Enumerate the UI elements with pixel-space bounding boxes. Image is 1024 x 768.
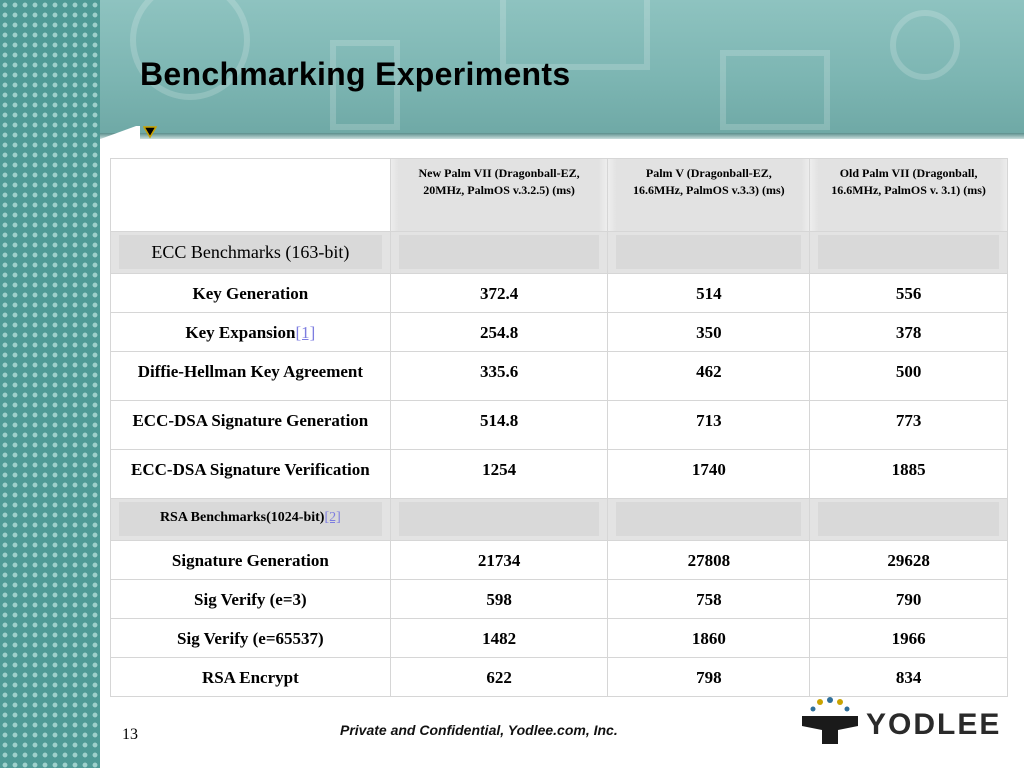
value-cell: 335.6 bbox=[389, 351, 609, 401]
header-label: Palm V (Dragonball-EZ, 16.6MHz, PalmOS v… bbox=[633, 166, 785, 197]
table-row: ECC-DSA Signature Verification 1254 1740… bbox=[110, 449, 1008, 499]
benchmark-table: New Palm VII (Dragonball-EZ, 20MHz, Palm… bbox=[110, 158, 1008, 697]
table-row: Signature Generation 21734 27808 29628 bbox=[110, 540, 1008, 580]
value-cell: 372.4 bbox=[389, 273, 609, 313]
slide-title: Benchmarking Experiments bbox=[140, 56, 571, 92]
row-label-cell: Key Expansion[1] bbox=[110, 312, 391, 352]
section-label-cell: RSA Benchmarks(1024-bit) [2] bbox=[110, 498, 391, 541]
value-cell: 556 bbox=[809, 273, 1008, 313]
ghost-globe-shape bbox=[130, 0, 250, 100]
row-label: RSA Encrypt bbox=[110, 657, 391, 697]
table-row: Sig Verify (e=65537) 1482 1860 1966 bbox=[110, 618, 1008, 658]
header-cell-old-palm-vii: Old Palm VII (Dragonball, 16.6MHz, PalmO… bbox=[809, 158, 1008, 232]
header-divider bbox=[100, 133, 1024, 139]
page-number: 13 bbox=[122, 726, 138, 743]
value-cell: 622 bbox=[389, 657, 609, 697]
value-cell: 773 bbox=[809, 400, 1008, 450]
value-cell: 834 bbox=[809, 657, 1008, 697]
value-cell: 254.8 bbox=[389, 312, 609, 352]
value-cell: 598 bbox=[389, 579, 609, 619]
section-empty-cell bbox=[389, 231, 609, 274]
section-row-ecc: ECC Benchmarks (163-bit) bbox=[110, 231, 1008, 274]
table-row: Sig Verify (e=3) 598 758 790 bbox=[110, 579, 1008, 619]
value-cell: 1740 bbox=[607, 449, 811, 499]
header-corner bbox=[100, 126, 140, 140]
section-empty-cell bbox=[607, 498, 811, 541]
table-header-row: New Palm VII (Dragonball-EZ, 20MHz, Palm… bbox=[110, 158, 1008, 232]
row-label: Key Generation bbox=[110, 273, 391, 313]
section-empty-cell bbox=[809, 231, 1008, 274]
section-empty-cell bbox=[389, 498, 609, 541]
footnote-link[interactable]: [1] bbox=[295, 323, 316, 342]
table-row: RSA Encrypt 622 798 834 bbox=[110, 657, 1008, 697]
row-label-cell: ECC-DSA Signature Generation bbox=[110, 400, 391, 450]
header-band bbox=[100, 0, 1024, 133]
row-label: Key Expansion bbox=[185, 323, 296, 342]
header-label: Old Palm VII (Dragonball, 16.6MHz, PalmO… bbox=[831, 166, 986, 197]
section-row-rsa: RSA Benchmarks(1024-bit) [2] bbox=[110, 498, 1008, 541]
table-row: Key Generation 372.4 514 556 bbox=[110, 273, 1008, 313]
section-empty-cell bbox=[809, 498, 1008, 541]
header-label: New Palm VII (Dragonball-EZ, 20MHz, Palm… bbox=[418, 166, 580, 197]
value-cell: 29628 bbox=[809, 540, 1008, 580]
row-label-cell: Diffie-Hellman Key Agreement bbox=[110, 351, 391, 401]
header-cell-new-palm-vii: New Palm VII (Dragonball-EZ, 20MHz, Palm… bbox=[389, 158, 609, 232]
value-cell: 798 bbox=[607, 657, 811, 697]
logo-wordmark: YODLEE bbox=[866, 708, 1002, 741]
row-label: Diffie-Hellman Key Agreement bbox=[137, 362, 364, 381]
ghost-document-shape bbox=[330, 40, 400, 130]
value-cell: 1860 bbox=[607, 618, 811, 658]
value-cell: 1966 bbox=[809, 618, 1008, 658]
value-cell: 500 bbox=[809, 351, 1008, 401]
value-cell: 790 bbox=[809, 579, 1008, 619]
footnote-link[interactable]: [2] bbox=[324, 510, 341, 525]
footer-confidential: Private and Confidential, Yodlee.com, In… bbox=[340, 722, 618, 738]
ghost-envelope-shape bbox=[720, 50, 830, 130]
value-cell: 350 bbox=[607, 312, 811, 352]
row-label: ECC-DSA Signature Generation bbox=[132, 411, 369, 430]
header-cell-empty bbox=[110, 158, 391, 232]
value-cell: 27808 bbox=[607, 540, 811, 580]
table-row: Key Expansion[1] 254.8 350 378 bbox=[110, 312, 1008, 352]
value-cell: 758 bbox=[607, 579, 811, 619]
header-cell-palm-v: Palm V (Dragonball-EZ, 16.6MHz, PalmOS v… bbox=[607, 158, 811, 232]
value-cell: 1885 bbox=[809, 449, 1008, 499]
value-cell: 1482 bbox=[389, 618, 609, 658]
left-decorative-strip bbox=[0, 0, 100, 768]
ghost-device-shape bbox=[500, 0, 650, 70]
ghost-antenna-shape bbox=[890, 10, 960, 80]
value-cell: 514 bbox=[607, 273, 811, 313]
row-label: Signature Generation bbox=[110, 540, 391, 580]
section-label: ECC Benchmarks (163-bit) bbox=[119, 235, 382, 269]
value-cell: 21734 bbox=[389, 540, 609, 580]
value-cell: 462 bbox=[607, 351, 811, 401]
value-cell: 378 bbox=[809, 312, 1008, 352]
table-row: Diffie-Hellman Key Agreement 335.6 462 5… bbox=[110, 351, 1008, 401]
row-label: Sig Verify (e=65537) bbox=[110, 618, 391, 658]
value-cell: 713 bbox=[607, 400, 811, 450]
table-row: ECC-DSA Signature Generation 514.8 713 7… bbox=[110, 400, 1008, 450]
row-label-cell: ECC-DSA Signature Verification bbox=[110, 449, 391, 499]
row-label: ECC-DSA Signature Verification bbox=[131, 460, 370, 479]
triangle-bullet-icon bbox=[143, 126, 157, 139]
yodlee-logo-icon bbox=[802, 697, 858, 744]
section-empty-cell bbox=[607, 231, 811, 274]
value-cell: 1254 bbox=[389, 449, 609, 499]
section-label-cell: ECC Benchmarks (163-bit) bbox=[110, 231, 391, 274]
section-label-wrap: RSA Benchmarks(1024-bit) [2] bbox=[119, 502, 382, 536]
section-label: RSA Benchmarks(1024-bit) bbox=[159, 510, 325, 525]
row-label: Sig Verify (e=3) bbox=[110, 579, 391, 619]
value-cell: 514.8 bbox=[389, 400, 609, 450]
